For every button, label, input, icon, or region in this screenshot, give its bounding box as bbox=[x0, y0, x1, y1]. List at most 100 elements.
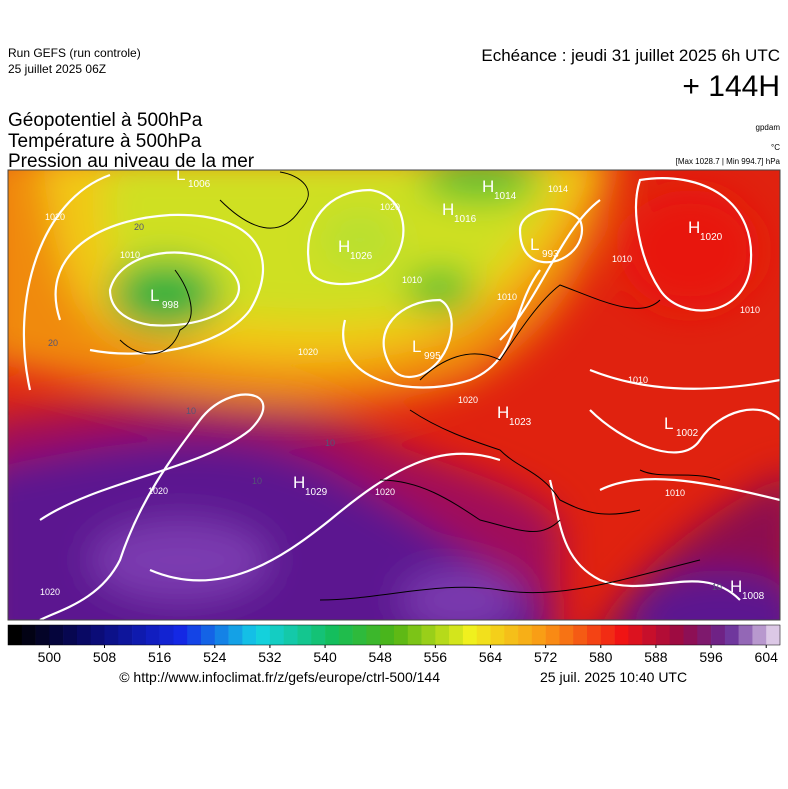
isotherm-label: 20 bbox=[134, 222, 144, 232]
map-frame bbox=[7, 169, 781, 621]
colorbar-swatch bbox=[711, 625, 726, 645]
isotherm-label: 10 bbox=[712, 582, 722, 592]
generated-time: 25 juil. 2025 10:40 UTC bbox=[540, 669, 687, 685]
center-type: L bbox=[664, 414, 673, 433]
isotherm-label: 10 bbox=[252, 476, 262, 486]
center-value: 1002 bbox=[676, 428, 699, 439]
colorbar-swatch bbox=[697, 625, 712, 645]
center-value: 993 bbox=[542, 249, 559, 260]
colorbar-swatch bbox=[49, 625, 64, 645]
isobar-label: 1010 bbox=[612, 254, 632, 264]
colorbar-swatch bbox=[21, 625, 36, 645]
colorbar-swatch bbox=[614, 625, 629, 645]
center-type: H bbox=[482, 177, 494, 196]
colorbar-swatch bbox=[132, 625, 147, 645]
colorbar-tick-label: 580 bbox=[589, 649, 613, 665]
colorbar-tick-label: 572 bbox=[534, 649, 558, 665]
unit-geopotential: gpdam bbox=[756, 123, 781, 132]
run-date: 25 juillet 2025 06Z bbox=[8, 62, 106, 76]
colorbar-swatch bbox=[76, 625, 92, 645]
isotherm-label: 10 bbox=[186, 406, 196, 416]
colorbar-tick-label: 532 bbox=[258, 649, 282, 665]
unit-temperature: °C bbox=[771, 143, 780, 152]
center-type: L bbox=[412, 337, 421, 356]
isobar-label: 1010 bbox=[402, 275, 422, 285]
lead-time: + 144H bbox=[682, 70, 780, 103]
colorbar-swatch bbox=[738, 625, 753, 645]
colorbar-swatch bbox=[394, 625, 409, 645]
center-type: H bbox=[338, 237, 350, 256]
colorbar-swatch bbox=[297, 625, 312, 645]
colorbar-swatch bbox=[311, 625, 326, 645]
isobar-label: 1010 bbox=[665, 488, 685, 498]
colorbar-swatch bbox=[531, 625, 546, 645]
colorbar-swatch bbox=[187, 625, 202, 645]
colorbar-swatch bbox=[104, 625, 119, 645]
colorbar-swatch bbox=[159, 625, 174, 645]
colorbar-swatch bbox=[559, 625, 574, 645]
isobar-label: 1010 bbox=[740, 305, 760, 315]
isobar-label: 1020 bbox=[380, 202, 400, 212]
colorbar-swatch bbox=[435, 625, 450, 645]
isobar-label: 1020 bbox=[375, 487, 395, 497]
colorbar-swatch bbox=[504, 625, 519, 645]
colorbar-swatch bbox=[462, 625, 478, 645]
colorbar-swatch bbox=[8, 625, 23, 645]
isobar-label: 1020 bbox=[148, 486, 168, 496]
colorbar-tick-label: 556 bbox=[424, 649, 448, 665]
center-type: L bbox=[176, 165, 185, 184]
colorbar-swatch bbox=[642, 625, 657, 645]
isotherm-label: 20 bbox=[48, 338, 58, 348]
title-temperature: Température à 500hPa bbox=[8, 131, 202, 152]
colorbar-swatch bbox=[545, 625, 560, 645]
center-type: H bbox=[293, 473, 305, 492]
colorbar-swatch bbox=[338, 625, 353, 645]
center-type: L bbox=[530, 235, 539, 254]
center-type: H bbox=[730, 577, 742, 596]
center-value: 1023 bbox=[509, 417, 532, 428]
isobar-label: 1020 bbox=[45, 212, 65, 222]
colorbar-tick-label: 524 bbox=[203, 649, 227, 665]
center-value: 995 bbox=[424, 351, 441, 362]
colorbar-swatch bbox=[352, 625, 367, 645]
colorbar-tick-label: 604 bbox=[755, 649, 779, 665]
colorbar-swatch bbox=[669, 625, 684, 645]
isobar-label: 1020 bbox=[298, 347, 318, 357]
colorbar-swatch bbox=[228, 625, 243, 645]
colorbar-swatch bbox=[600, 625, 615, 645]
colorbar-tick-label: 540 bbox=[313, 649, 337, 665]
colorbar-swatch bbox=[407, 625, 422, 645]
colorbar-swatch bbox=[490, 625, 505, 645]
colorbar-swatch bbox=[269, 625, 285, 645]
source-url: © http://www.infoclimat.fr/z/gefs/europe… bbox=[119, 669, 440, 685]
colorbar-swatch bbox=[90, 625, 105, 645]
colorbar-swatch bbox=[421, 625, 436, 645]
center-value: 1006 bbox=[188, 179, 211, 190]
isotherm-label: 10 bbox=[325, 438, 335, 448]
center-value: 1029 bbox=[305, 487, 328, 498]
forecast-time: Echéance : jeudi 31 juillet 2025 6h UTC bbox=[481, 46, 780, 65]
colorbar-swatch bbox=[587, 625, 602, 645]
colorbar-tick-label: 548 bbox=[369, 649, 393, 665]
map bbox=[8, 170, 780, 620]
isobar-label: 1010 bbox=[120, 250, 140, 260]
colorbar-swatch bbox=[256, 625, 271, 645]
colorbar-swatch bbox=[518, 625, 533, 645]
colorbar-swatch bbox=[766, 625, 781, 645]
isobar-label: 1020 bbox=[40, 587, 60, 597]
center-type: L bbox=[150, 286, 159, 305]
colorbar-swatch bbox=[242, 625, 257, 645]
colorbar-tick-label: 588 bbox=[644, 649, 668, 665]
colorbar-tick-label: 516 bbox=[148, 649, 172, 665]
isobar-label: 1010 bbox=[497, 292, 517, 302]
title-pressure: Pression au niveau de la mer bbox=[8, 151, 255, 172]
center-value: 998 bbox=[162, 300, 179, 311]
center-value: 1020 bbox=[700, 232, 723, 243]
run-label: Run GEFS (run controle) bbox=[8, 46, 141, 60]
colorbar-swatch bbox=[628, 625, 643, 645]
colorbar-tick-label: 500 bbox=[38, 649, 62, 665]
colorbar-swatch bbox=[752, 625, 767, 645]
isobar-label: 1020 bbox=[458, 395, 478, 405]
unit-pressure: [Max 1028.7 | Min 994.7] hPa bbox=[676, 157, 781, 166]
